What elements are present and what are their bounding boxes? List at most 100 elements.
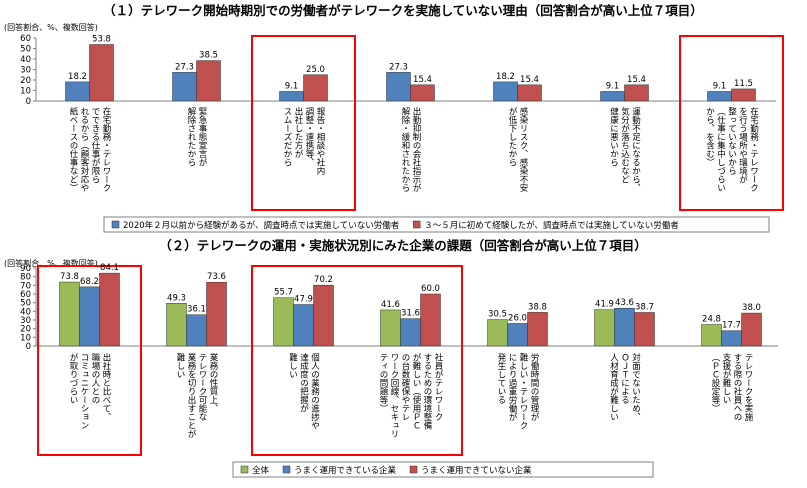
chart-1-category-labels: 在宅勤務・テレワークでできる仕事が限られるから（顧客対応や紙ベースの仕事など）緊… — [68, 106, 759, 193]
bar — [614, 307, 635, 347]
bar — [410, 84, 435, 102]
chart-1-highlights — [251, 35, 784, 211]
bar — [721, 330, 742, 347]
y-tick-label: 40 — [20, 307, 31, 317]
data-label: 73.6 — [207, 272, 226, 282]
y-tick-label: 40 — [20, 55, 31, 65]
legend-swatch — [282, 465, 291, 474]
bar — [493, 81, 518, 102]
bar — [99, 272, 120, 347]
y-tick-label: 30 — [20, 66, 31, 76]
bar — [186, 314, 207, 347]
data-label: 15.4 — [520, 75, 539, 85]
data-label: 9.1 — [713, 81, 727, 91]
category-label: 在宅勤務・テレワーク — [749, 106, 759, 192]
category-label: 気分が落ち込むなど — [620, 106, 630, 183]
category-label: テレワークを実施 — [743, 353, 753, 422]
data-label: 41.6 — [381, 300, 400, 310]
y-tick-label: 50 — [20, 45, 31, 55]
legend-label: うまく運用できていない企業 — [421, 465, 532, 476]
chart-2-value-labels: 73.8 68.284.1 49.336.1 73.6 55.747.970.2 41.6… — [60, 263, 761, 331]
chart-2-highlights — [37, 265, 463, 456]
data-label: 18.2 — [68, 72, 87, 82]
category-label: が取りづらい — [68, 352, 78, 404]
bar — [172, 72, 197, 102]
bar — [386, 72, 411, 102]
data-label: 73.8 — [60, 272, 79, 282]
highlight-box — [679, 35, 784, 211]
category-label: （仕事に集中しづらい — [716, 107, 726, 192]
category-label: 業務を切り出すことが — [186, 352, 196, 438]
y-tick-label: 70 — [20, 281, 31, 291]
category-label: が低下したから — [507, 106, 517, 166]
y-tick-label: 80 — [20, 273, 31, 283]
bar — [420, 293, 441, 347]
bar — [600, 91, 625, 102]
y-tick-label: 50 — [20, 299, 31, 309]
data-label: 38.0 — [742, 303, 761, 313]
data-label: 38.8 — [528, 302, 547, 312]
data-label: 27.3 — [389, 62, 408, 72]
data-label: 41.9 — [595, 300, 614, 310]
category-label: 支援が難しい — [721, 352, 731, 404]
data-label: 24.8 — [702, 315, 721, 325]
data-label: 25.0 — [306, 65, 325, 75]
category-label: の台数確保やテレ — [400, 353, 410, 421]
bar — [166, 303, 187, 347]
chart-1-title: （１）テレワーク開始時期別での労働者がテレワークを実施していない理由（回答割合が… — [103, 3, 703, 18]
bar — [279, 91, 304, 102]
data-label: 84.1 — [100, 263, 119, 273]
category-label: スムーズだから — [282, 107, 292, 167]
legend-label: うまく運用できている企業 — [294, 465, 397, 476]
highlight-box — [251, 35, 356, 211]
category-label: を行う場所や環境が — [738, 107, 748, 184]
data-label: 36.1 — [187, 305, 206, 315]
category-label: コミュニケーション — [79, 353, 89, 430]
category-label: 出社時と比べて、 — [101, 352, 111, 421]
y-tick-label: 60 — [20, 34, 31, 44]
bar — [624, 84, 649, 102]
data-label: 68.2 — [80, 277, 99, 287]
category-label: 個人の業務の進捗や — [310, 352, 320, 429]
y-tick-label: 20 — [20, 76, 31, 86]
category-label: する際の社員への — [732, 353, 742, 421]
y-tick-label: 0 — [26, 342, 31, 352]
category-label: 対面でないため、 — [631, 352, 641, 421]
category-label: 解除されたから — [186, 106, 196, 166]
category-label: 紙ベースの仕事など） — [68, 106, 78, 192]
data-label: 70.2 — [314, 275, 333, 285]
y-tick-label: 10 — [20, 87, 31, 97]
data-label: 17.7 — [722, 321, 741, 331]
category-label: から、を含む） — [705, 107, 715, 167]
bar — [59, 281, 80, 347]
category-label: 業務の性質上、 — [208, 352, 218, 412]
y-tick-label: 30 — [20, 316, 31, 326]
chart-2: （２）テレワークの運用・実施状況別にみた企業の課題（回答割合が高い上位７項目） … — [4, 238, 778, 478]
bar — [89, 44, 114, 102]
bar — [731, 88, 756, 102]
data-label: 9.1 — [606, 81, 620, 91]
bar — [293, 304, 314, 347]
bar — [65, 81, 90, 102]
legend-label: ３～５月に初めて経験したが、調査時点では実施していない労働者 — [424, 220, 679, 231]
category-label: ティの問題等） — [378, 353, 388, 413]
chart-1-bars — [65, 44, 756, 102]
bar — [487, 319, 508, 347]
category-label: 難しい — [175, 352, 185, 378]
chart-2-title: （２）テレワークの運用・実施状況別にみた企業の課題（回答割合が高い上位７項目） — [159, 238, 647, 253]
category-label: 難しい・テレワーク — [518, 352, 528, 429]
category-label: 調整・連携等、 — [304, 106, 314, 166]
legend-swatch — [409, 465, 418, 474]
data-label: 53.8 — [92, 35, 111, 45]
y-tick-label: 10 — [20, 333, 31, 343]
highlight-box — [37, 265, 142, 456]
chart-1-unit-note: (回答割合、%、複数回答) — [4, 22, 98, 32]
category-label: 在宅勤務・テレワーク — [101, 106, 111, 192]
y-tick-label: 60 — [20, 290, 31, 300]
data-label: 26.0 — [508, 313, 527, 323]
category-label: 達成度の把握が — [299, 352, 309, 412]
bar — [206, 281, 227, 347]
data-label: 31.6 — [401, 309, 420, 319]
